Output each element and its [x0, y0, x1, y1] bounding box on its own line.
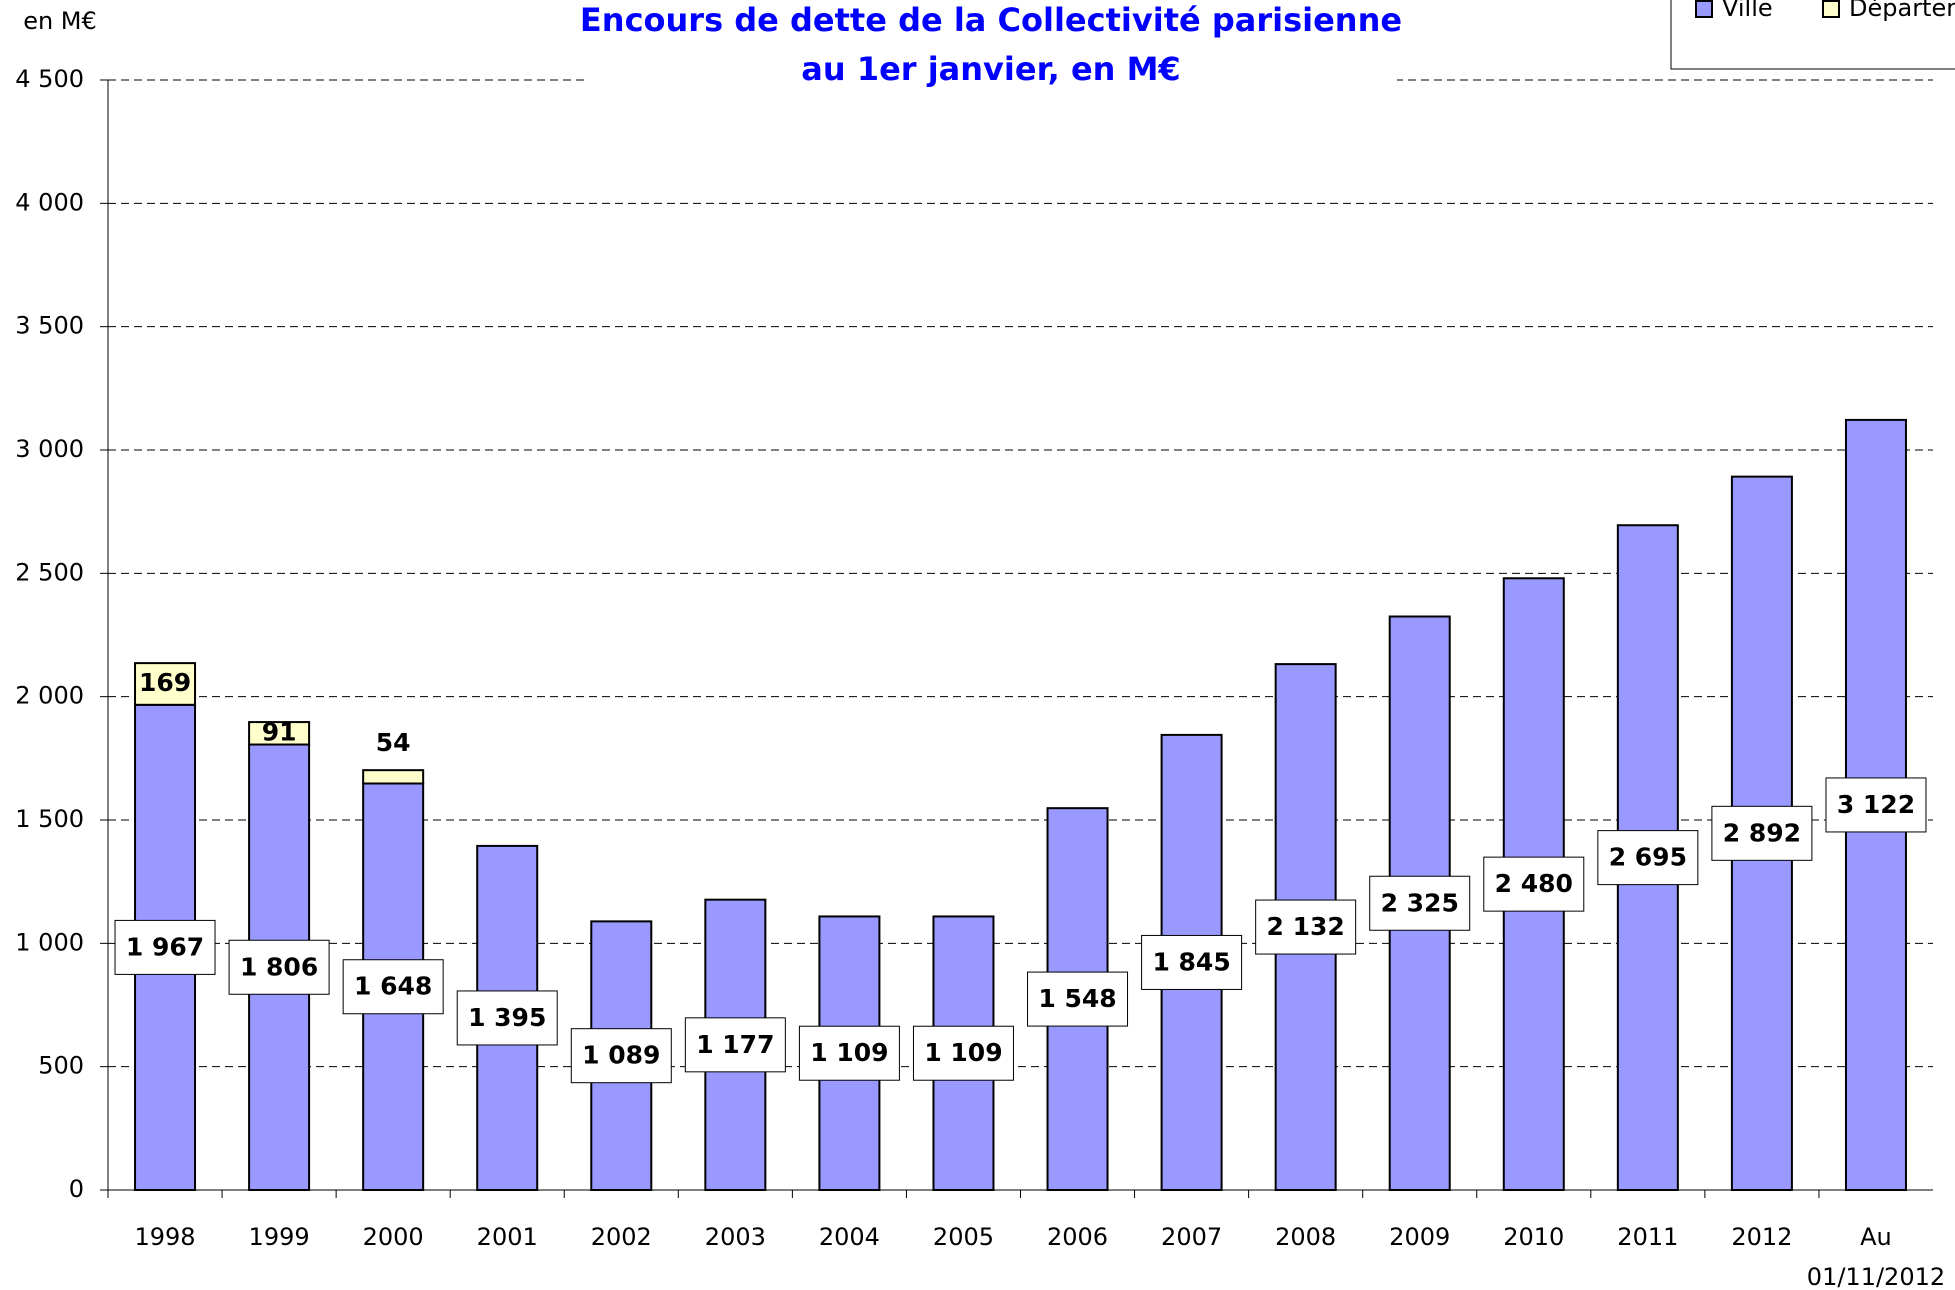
data-label: 2 892 [1723, 818, 1801, 847]
y-tick-label: 500 [38, 1052, 84, 1080]
x-tick-label: 2000 [363, 1223, 424, 1251]
x-tick-label: 2003 [705, 1223, 766, 1251]
data-label-box [1027, 971, 1129, 1027]
x-tick-label: 2007 [1161, 1223, 1222, 1251]
data-label: 2 695 [1609, 843, 1687, 872]
data-label-box [456, 990, 558, 1046]
x-tick-label: 1998 [134, 1223, 195, 1251]
data-label: 2 480 [1495, 869, 1573, 898]
data-label: 1 109 [810, 1038, 888, 1067]
data-label-box [1825, 777, 1927, 833]
y-tick-label: 3 500 [15, 312, 84, 340]
y-tick-label: 1 000 [15, 928, 84, 956]
x-tick-label: 2010 [1503, 1223, 1564, 1251]
data-label: 1 177 [696, 1030, 774, 1059]
y-tick-label: 4 000 [15, 188, 84, 216]
y-tick-label: 2 000 [15, 682, 84, 710]
data-label: 1 648 [354, 972, 432, 1001]
bar-segment [248, 721, 311, 746]
x-tick-label: 2001 [477, 1223, 538, 1251]
data-label: 1 806 [240, 952, 318, 981]
legend-label: Département [1849, 0, 1955, 22]
legend-label: Ville [1722, 0, 1773, 22]
data-label-box [1369, 875, 1471, 931]
data-label-box [570, 1028, 672, 1084]
y-tick-label: 0 [69, 1175, 84, 1203]
data-label: 1 845 [1152, 947, 1230, 976]
y-tick-label: 1 500 [15, 805, 84, 833]
x-tick-label: 1999 [249, 1223, 310, 1251]
data-label: 91 [262, 717, 297, 746]
legend-swatch [1822, 0, 1840, 18]
data-label: 1 395 [468, 1003, 546, 1032]
bar-segment [362, 769, 425, 785]
data-label-box [342, 959, 444, 1015]
data-label-box [114, 919, 216, 975]
y-tick-label: 4 500 [15, 65, 84, 93]
x-tick-label: 2004 [819, 1223, 880, 1251]
title-background [585, 0, 1397, 92]
data-label: 3 122 [1837, 790, 1915, 819]
data-label-box [684, 1017, 786, 1073]
data-label-box [1597, 830, 1699, 886]
legend-swatch [1695, 0, 1713, 18]
chart-title: Encours de dette de la Collectivité pari… [580, 1, 1402, 39]
data-label: 1 548 [1038, 984, 1116, 1013]
data-label: 1 089 [582, 1041, 660, 1070]
x-tick-label: 01/11/2012 [1807, 1263, 1945, 1290]
x-tick-label: 2006 [1047, 1223, 1108, 1251]
x-tick-label: Au [1860, 1223, 1892, 1251]
data-label-box [228, 939, 330, 995]
data-label-box [1711, 805, 1813, 861]
x-tick-label: 2002 [591, 1223, 652, 1251]
data-label-box [798, 1025, 900, 1081]
data-label: 1 109 [924, 1038, 1002, 1067]
x-tick-label: 2009 [1389, 1223, 1450, 1251]
x-tick-label: 2008 [1275, 1223, 1336, 1251]
y-tick-label: 3 000 [15, 435, 84, 463]
x-tick-label: 2011 [1617, 1223, 1678, 1251]
bar-segment [134, 662, 197, 706]
data-label-box [1255, 899, 1357, 955]
data-label-box [912, 1025, 1014, 1081]
legend-box [1670, 0, 1955, 70]
data-label-box [1483, 856, 1585, 912]
data-label: 169 [139, 668, 191, 697]
data-label: 1 967 [126, 932, 204, 961]
data-label: 2 325 [1381, 888, 1459, 917]
chart-title: au 1er janvier, en M€ [801, 50, 1180, 88]
y-tick-label: 2 500 [15, 558, 84, 586]
data-label: 54 [376, 728, 411, 757]
legend: Ville Département [1670, 0, 1955, 70]
data-label: 2 132 [1267, 912, 1345, 941]
x-tick-label: 2012 [1731, 1223, 1792, 1251]
data-label-box [1141, 934, 1243, 990]
x-tick-label: 2005 [933, 1223, 994, 1251]
y-axis-label: en M€ [23, 7, 97, 35]
